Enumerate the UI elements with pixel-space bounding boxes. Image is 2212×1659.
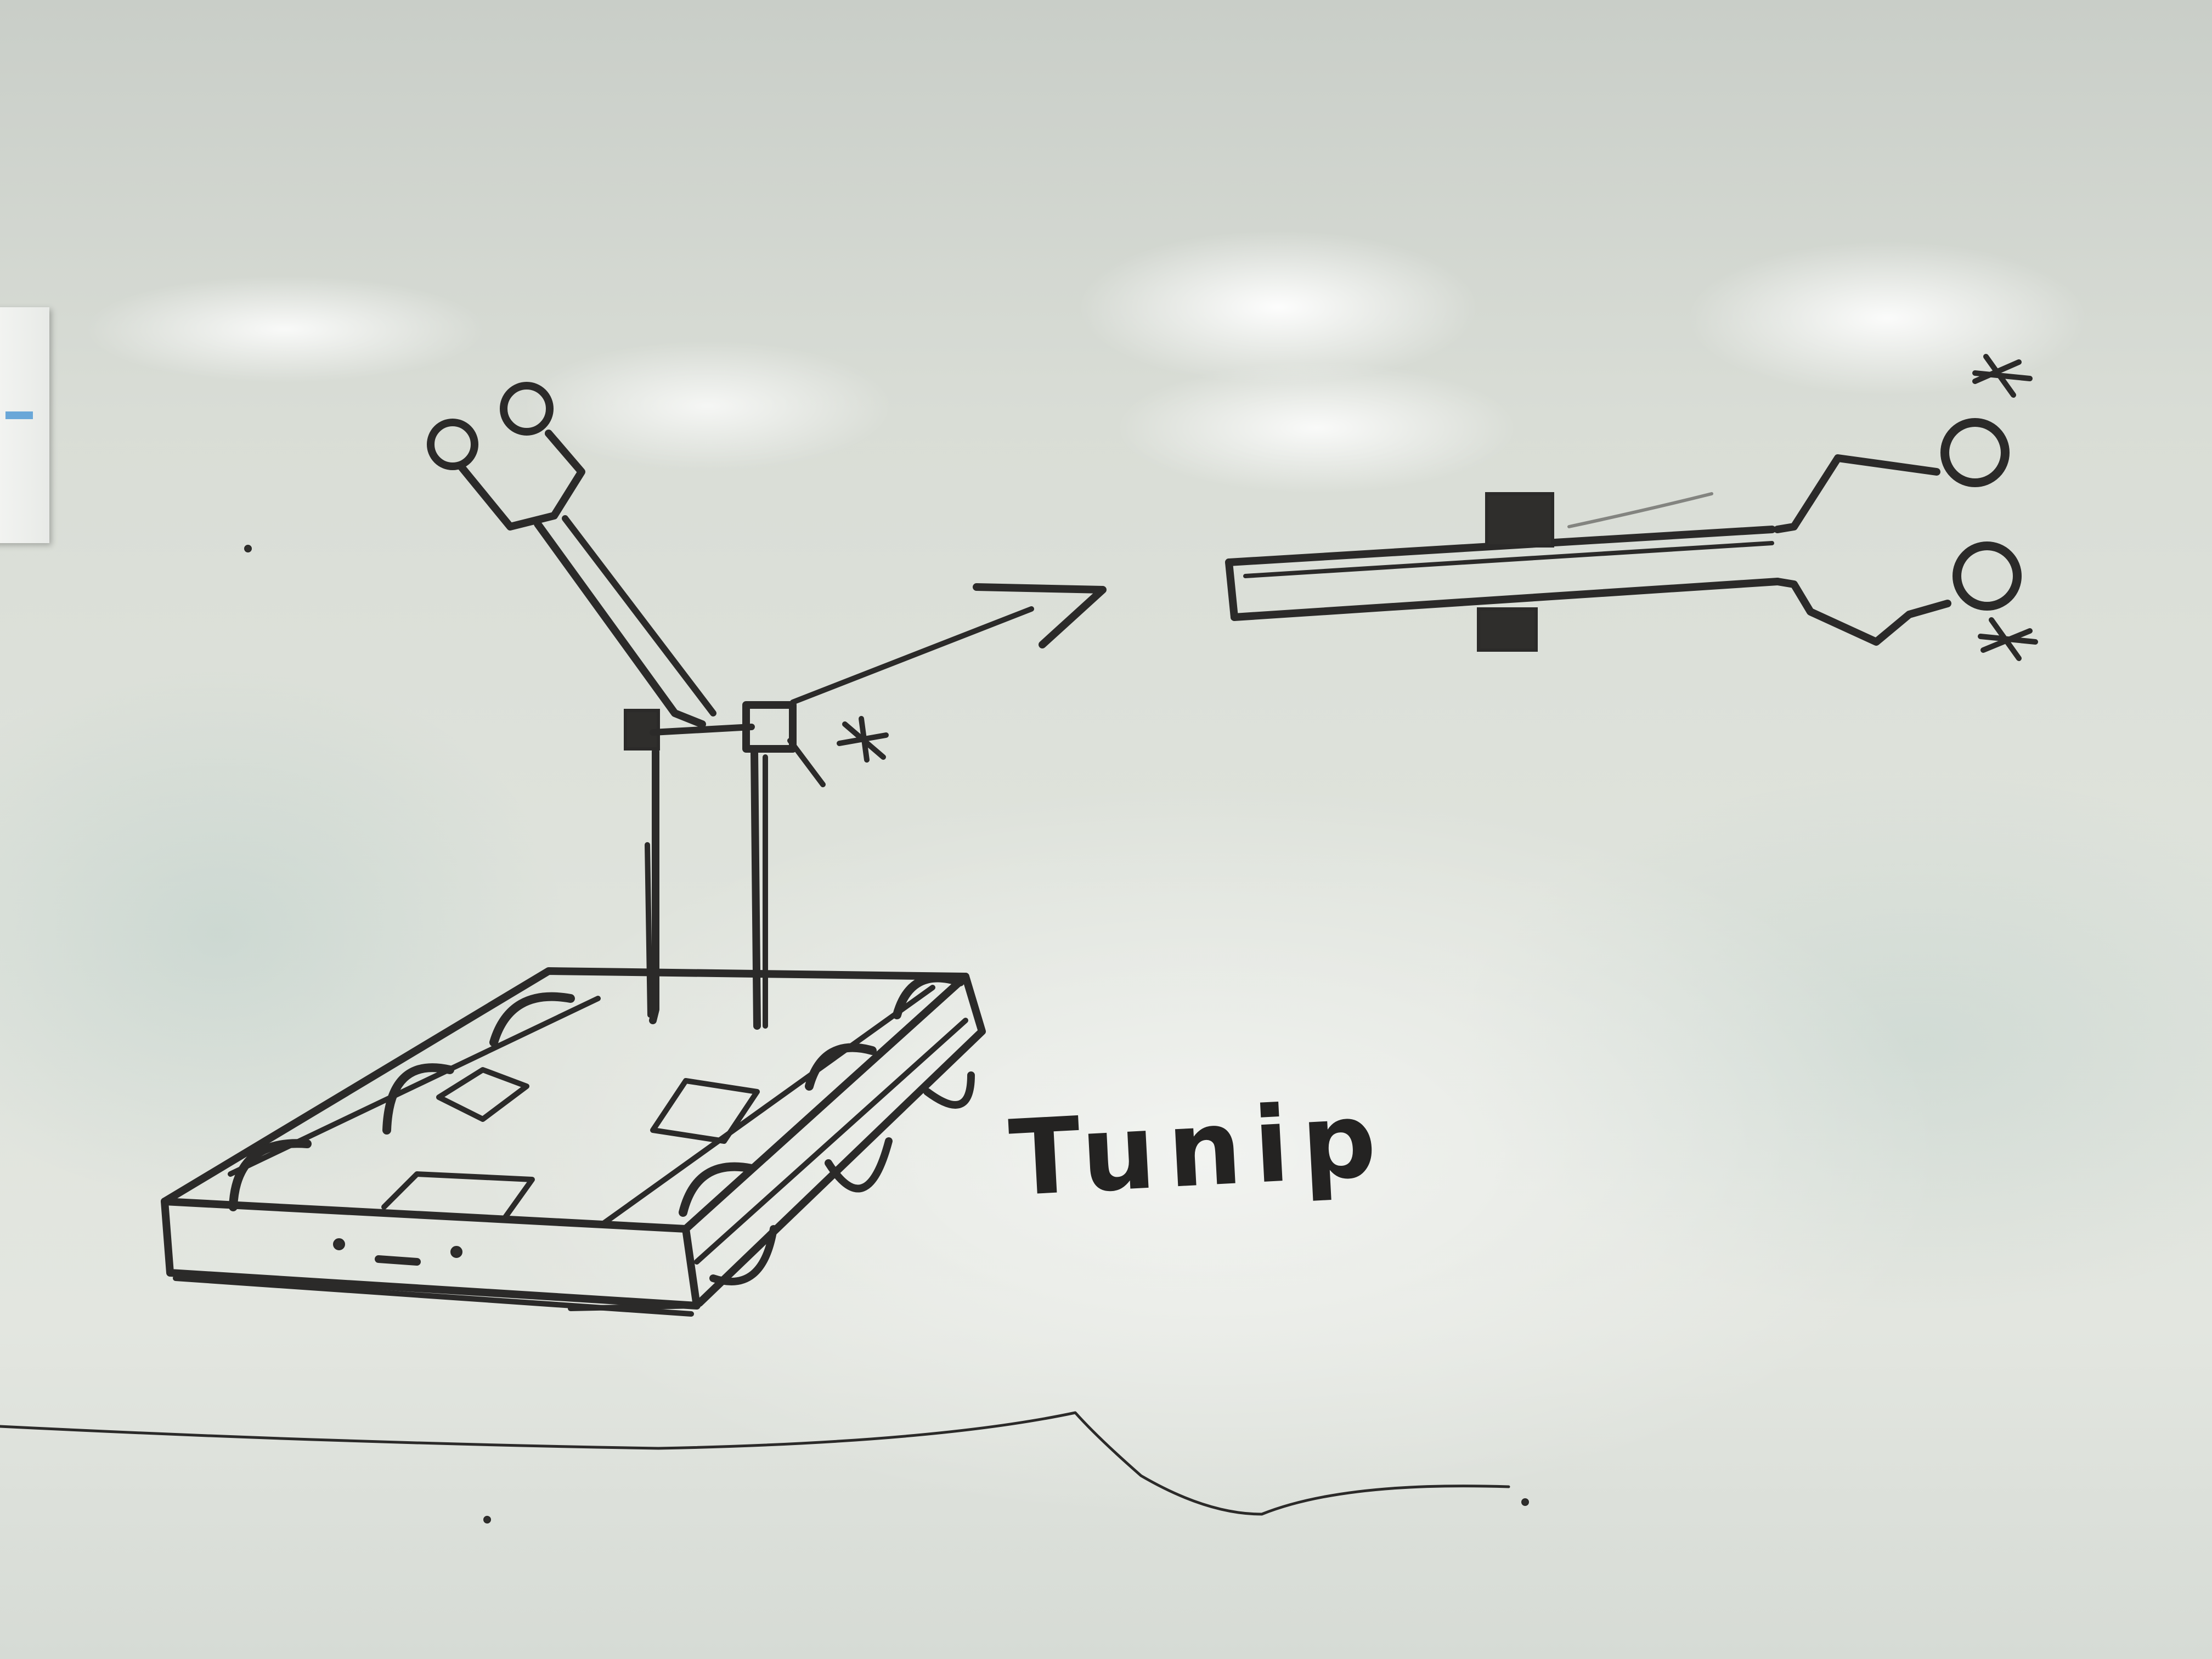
paper-blue-stripe (5, 411, 33, 419)
panel-1 (436, 1067, 529, 1122)
wheel-8 (923, 1071, 975, 1109)
rod-end (1225, 558, 1238, 621)
arrow-shaft (790, 606, 1034, 705)
arrow-head (973, 583, 1107, 648)
wheel-1 (229, 1139, 312, 1211)
face-eye-right (450, 1246, 462, 1258)
mount-block-bottom (1477, 607, 1538, 652)
cross-bar (650, 724, 755, 736)
caption-tunip: Tunip (1006, 1079, 1391, 1220)
gripper-eye-left (427, 419, 478, 470)
star-mark-bottom (1978, 617, 2038, 661)
base-side-face (682, 973, 986, 1307)
rod-bottom-edge (1231, 578, 1781, 621)
wheel-5 (805, 1043, 877, 1091)
gripper-claw (457, 430, 585, 531)
dot-3 (1521, 1498, 1529, 1506)
gripper-side-view-sketch (1225, 354, 2038, 661)
base-side-line (694, 1018, 968, 1265)
scribble-mark (787, 738, 826, 787)
wheel-6 (893, 973, 964, 1019)
post-left-a (649, 748, 659, 1024)
elbow-joint (624, 709, 660, 751)
base-top-face (161, 967, 969, 1233)
wheel-3 (489, 992, 575, 1047)
robot-arm-sketch (427, 382, 1107, 1030)
claw-lower (1774, 578, 1951, 646)
base-front-face (161, 1198, 701, 1310)
mount-block-top (1485, 492, 1554, 548)
smudge (1567, 492, 1713, 528)
dot-1 (244, 545, 252, 552)
claw-tip-lower (1953, 541, 2022, 611)
wheel-9 (709, 1225, 777, 1285)
rod-inner-line (1243, 541, 1774, 578)
post-left-b (645, 842, 653, 1018)
rail-right (601, 985, 935, 1226)
panel-2 (650, 1078, 760, 1144)
star-mark-left (837, 716, 889, 763)
wheel-7 (825, 1137, 893, 1193)
robot-base-sketch (161, 967, 986, 1317)
base-corner-line (568, 1303, 699, 1311)
claw-tip-upper (1940, 418, 2010, 487)
wheel-2 (382, 1063, 454, 1135)
claw-upper (1774, 454, 1940, 533)
gripper-eye-right (500, 382, 554, 436)
panel-3 (381, 1171, 535, 1221)
paper-sheet-edge (0, 307, 49, 543)
wheel-4 (679, 1162, 756, 1217)
upper-arm-edge-b (562, 515, 716, 716)
dot-2 (483, 1516, 491, 1523)
face-eye-left (333, 1238, 345, 1250)
star-mark-top (1972, 354, 2033, 398)
post-right-a (751, 748, 761, 1030)
face-mouth (375, 1255, 421, 1266)
wavy-divider-line (0, 1411, 1510, 1516)
upper-arm-edge-a (534, 520, 706, 728)
